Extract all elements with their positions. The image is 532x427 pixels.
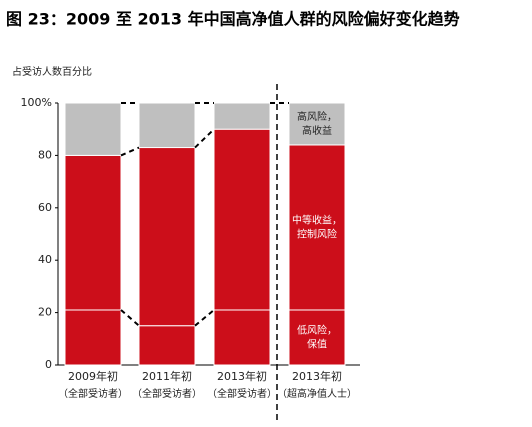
y-tick-label: 100% xyxy=(21,96,52,109)
bar-segment xyxy=(138,325,196,366)
series-label: 高收益 xyxy=(302,124,332,137)
x-tick-label: 2009年初 xyxy=(68,369,118,383)
x-tick-label: 2013年初 xyxy=(292,369,342,383)
connector xyxy=(120,309,140,327)
x-tick-sublabel: （全部受访者） xyxy=(58,387,128,400)
bar-segment xyxy=(64,154,122,311)
series-label: 控制风险 xyxy=(297,227,337,240)
chart-title: 图 23：2009 至 2013 年中国高净值人群的风险偏好变化趋势 xyxy=(6,10,460,29)
connector xyxy=(194,309,215,327)
x-tick-sublabel: （全部受访者） xyxy=(207,387,277,400)
bar-segment xyxy=(288,144,346,311)
series-label: 中等收益， xyxy=(292,213,342,226)
bar-segment xyxy=(138,147,196,327)
bar-segment xyxy=(64,102,122,156)
x-tick-sublabel: （超高净值人士） xyxy=(277,387,357,400)
bar-segment xyxy=(213,309,271,366)
bar-segment xyxy=(138,102,196,149)
y-tick-label: 0 xyxy=(45,358,52,371)
bar-segment xyxy=(288,102,346,146)
y-tick-label: 40 xyxy=(38,253,52,266)
y-axis-label: 占受访人数百分比 xyxy=(12,65,92,78)
bar-segment xyxy=(213,102,271,130)
series-label: 保值 xyxy=(307,337,327,350)
series-label: 低风险， xyxy=(297,323,337,336)
y-tick-label: 60 xyxy=(38,201,52,214)
x-tick-sublabel: （全部受访者） xyxy=(132,387,202,400)
series-label: 高风险， xyxy=(297,110,337,123)
connector xyxy=(120,146,140,157)
y-tick-label: 20 xyxy=(38,306,52,319)
y-tick-label: 80 xyxy=(38,148,52,161)
connector xyxy=(194,128,215,149)
bar-segment xyxy=(64,309,122,366)
x-tick-label: 2013年初 xyxy=(217,369,267,383)
bar-segment xyxy=(288,309,346,366)
x-tick-label: 2011年初 xyxy=(142,369,192,383)
bar-segment xyxy=(213,128,271,311)
